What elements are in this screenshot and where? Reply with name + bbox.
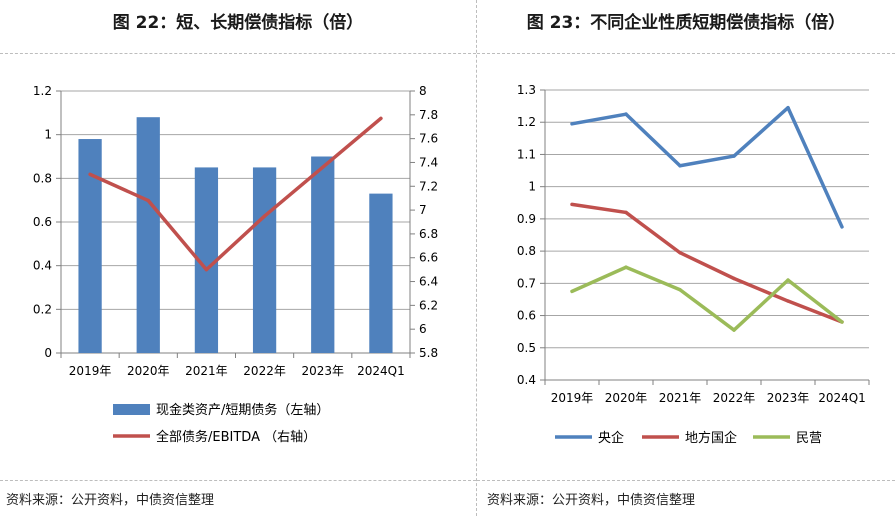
right-axis-tick-label: 6.6 [419, 251, 438, 265]
y-axis-tick-label: 0.8 [517, 244, 536, 258]
panel-divider [476, 0, 477, 516]
left-source-note: 资料来源：公开资料，中债资信整理 [6, 493, 215, 508]
x-axis-tick-label: 2023年 [301, 364, 344, 378]
line-segment [732, 105, 790, 158]
line-segment [570, 112, 628, 126]
line-segment [786, 105, 844, 229]
right-axis-tick-label: 7.6 [419, 132, 438, 146]
line-segment [624, 265, 682, 292]
bar [194, 167, 219, 353]
x-axis-tick-label: 2019年 [551, 391, 594, 405]
x-axis-tick-label: 2020年 [605, 391, 648, 405]
right-title-divider [477, 53, 895, 54]
x-axis-tick-label: 2022年 [713, 391, 756, 405]
left-source-divider [0, 480, 476, 481]
line-segment [204, 214, 267, 272]
x-axis-tick-label: 2022年 [243, 364, 286, 378]
line-segment [624, 112, 682, 168]
legend-label-line: 全部债务/EBITDA （右轴） [156, 429, 316, 445]
bar [311, 156, 335, 353]
x-axis-tick-label: 2024Q1 [357, 364, 405, 378]
right-axis-tick-label: 8 [419, 84, 427, 98]
right-axis-tick-label: 7.4 [419, 155, 438, 169]
line-segment [678, 154, 736, 168]
y-axis-tick-label: 1 [528, 180, 536, 194]
line-segment [678, 250, 736, 281]
line-segment [732, 278, 790, 332]
left-chart: 0 0.2 0.4 0.6 0.8 1 1.2 5.8 6 6.2 6.4 6.6 6.8 7 7.2 7.4… [33, 84, 438, 445]
line-segment [146, 198, 209, 272]
left-axis-tick-label: 0.2 [33, 302, 52, 316]
line-segment [786, 278, 844, 324]
legend-label: 央企 [598, 430, 624, 446]
left-chart-title: 图 22：短、长期偿债指标（倍） [112, 13, 364, 33]
left-title-divider [0, 53, 476, 54]
left-axis-tick-label: 0.4 [33, 259, 52, 273]
y-axis-tick-label: 0.4 [517, 373, 536, 387]
y-axis-tick-label: 0.7 [517, 276, 536, 290]
left-axis-tick-label: 0.6 [33, 215, 52, 229]
y-axis-tick-label: 1.2 [517, 115, 536, 129]
right-axis-tick-label: 7 [419, 203, 427, 217]
left-axis-tick-label: 1.2 [33, 84, 52, 98]
legend-label: 地方国企 [685, 430, 737, 446]
line-segment [570, 202, 628, 215]
right-axis-tick-label: 6.8 [419, 227, 438, 241]
y-axis-tick-label: 1.3 [517, 83, 536, 97]
y-axis-tick-label: 0.5 [517, 341, 536, 355]
left-panel: 图 22：短、长期偿债指标（倍） 0 0.2 0.4 0.6 0.8 1 1.2 5.8 6 6.… [0, 13, 476, 508]
x-axis-tick-label: 2024Q1 [818, 391, 866, 405]
legend-label: 民营 [796, 431, 822, 446]
x-axis-tick-label: 2019年 [69, 364, 112, 378]
legend-swatch-bar [113, 404, 150, 415]
y-axis-tick-label: 0.6 [517, 309, 536, 323]
bar [369, 193, 393, 353]
right-panel: 图 23：不同企业性质短期偿债指标（倍） 0.4 0.5 0.6 0.7 0.8 0.9 1… [477, 0, 895, 516]
x-axis-tick-label: 2020年 [127, 364, 170, 378]
right-axis-tick-label: 6 [419, 322, 427, 336]
bar [136, 117, 160, 353]
x-axis-tick-label: 2021年 [185, 364, 228, 378]
x-axis-tick-label: 2023年 [767, 391, 810, 405]
y-axis-tick-label: 0.9 [517, 212, 536, 226]
line-segment [678, 288, 736, 332]
right-chart-title: 图 23：不同企业性质短期偿债指标（倍） [526, 13, 846, 33]
legend-label-bar: 现金类资产/短期债务（左轴） [156, 402, 329, 418]
left-axis-tick-label: 0.8 [33, 171, 52, 185]
left-axis-tick-label: 1 [44, 128, 52, 142]
right-axis-tick-label: 7.2 [419, 179, 438, 193]
line-segment [732, 276, 790, 303]
line-segment [88, 172, 150, 203]
x-axis-tick-label: 2021年 [659, 391, 702, 405]
line-segment [786, 299, 844, 324]
line-segment [624, 210, 682, 255]
bar [252, 167, 277, 353]
right-axis-tick-label: 6.4 [419, 275, 438, 289]
right-axis-tick-label: 5.8 [419, 346, 438, 360]
line-segment [262, 116, 383, 218]
y-axis-tick-label: 1.1 [517, 147, 536, 161]
bar [78, 139, 102, 353]
line-segment [570, 265, 628, 294]
right-axis-tick-label: 7.8 [419, 108, 438, 122]
left-axis-tick-label: 0 [44, 346, 52, 360]
right-chart: 0.4 0.5 0.6 0.7 0.8 0.9 1 1.1 1.2 1.3 2019年 2020年 20… [517, 83, 870, 446]
right-axis-tick-label: 6.2 [419, 298, 438, 312]
right-source-divider [477, 480, 895, 481]
right-source-note: 资料来源：公开资料，中债资信整理 [487, 493, 696, 508]
